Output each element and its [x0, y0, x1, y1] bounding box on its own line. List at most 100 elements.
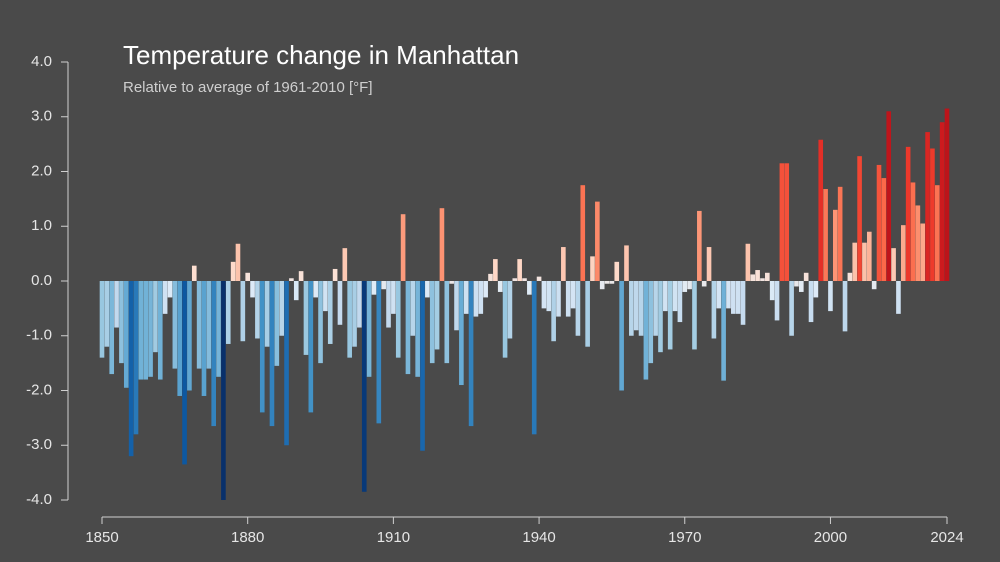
bar: [230, 261, 236, 281]
bar: [857, 156, 862, 281]
bar: [852, 242, 858, 281]
bar: [162, 281, 168, 314]
bar: [133, 281, 139, 435]
bar: [386, 281, 391, 328]
y-tick-label: 4.0: [31, 53, 52, 70]
bar: [449, 281, 454, 284]
bar: [279, 281, 284, 336]
bar: [910, 182, 916, 281]
x-tick-label: 1910: [377, 529, 410, 546]
bar: [235, 243, 241, 281]
bar: [221, 281, 226, 500]
bar: [643, 281, 649, 380]
bar: [546, 281, 552, 312]
bar: [682, 281, 688, 292]
bar: [157, 281, 163, 380]
bar: [527, 281, 532, 295]
x-tick-label: 1880: [231, 529, 264, 546]
bar: [667, 281, 673, 350]
bar: [638, 281, 644, 336]
bar: [259, 281, 265, 413]
x-tick-label: 1970: [668, 529, 701, 546]
bar: [308, 281, 314, 413]
y-tick-label: -1.0: [26, 327, 52, 344]
bar: [410, 281, 416, 336]
bar: [104, 281, 110, 347]
bar: [444, 281, 450, 364]
bar: [716, 281, 722, 309]
bar: [687, 281, 692, 290]
bar: [332, 268, 338, 281]
bar: [871, 281, 877, 290]
y-tick-label: 0.0: [31, 272, 52, 289]
bar: [347, 281, 352, 358]
bar: [842, 281, 848, 332]
bar: [925, 132, 930, 281]
bar: [512, 278, 518, 281]
bar: [934, 185, 940, 281]
bar: [619, 281, 624, 391]
bar: [366, 281, 372, 377]
bar: [425, 281, 430, 298]
bar: [245, 272, 250, 281]
bar: [920, 223, 926, 281]
chart-title: Temperature change in Manhattan: [123, 40, 519, 70]
bar: [697, 210, 702, 281]
bar: [580, 185, 586, 281]
bar: [323, 281, 328, 312]
chart-subtitle: Relative to average of 1961-2010 [°F]: [123, 79, 373, 96]
bar: [327, 281, 333, 344]
bar: [196, 281, 202, 369]
bar: [128, 281, 134, 457]
bar: [371, 281, 377, 295]
bar: [119, 281, 124, 364]
bar: [633, 281, 639, 331]
bar: [250, 281, 255, 298]
bar: [915, 205, 921, 281]
bar: [799, 281, 804, 292]
bar: [182, 281, 187, 465]
bar: [493, 259, 498, 281]
bar: [604, 281, 610, 284]
bar: [599, 281, 605, 290]
bar: [153, 281, 158, 353]
bar: [823, 189, 828, 281]
bar: [381, 281, 386, 290]
bar: [784, 163, 790, 281]
bar: [138, 281, 144, 380]
bar: [876, 164, 882, 281]
bar: [99, 281, 105, 358]
bar: [944, 108, 950, 281]
bar: [779, 163, 785, 281]
bar: [206, 281, 212, 369]
y-tick-label: 3.0: [31, 108, 52, 125]
bar: [653, 281, 658, 336]
bar: [459, 281, 464, 386]
bar: [755, 270, 760, 281]
bar: [750, 274, 756, 281]
bar: [565, 281, 571, 317]
bar: [376, 281, 382, 424]
y-tick-label: -2.0: [26, 381, 52, 398]
bar: [337, 281, 343, 325]
bar: [590, 256, 595, 281]
bar: [255, 281, 260, 339]
bar: [760, 278, 765, 281]
bar: [488, 273, 493, 281]
bar: [318, 281, 323, 364]
bar: [274, 281, 280, 366]
bar: [463, 281, 469, 314]
bar: [216, 281, 221, 377]
bar: [123, 281, 129, 388]
bar: [478, 281, 484, 314]
bar: [813, 281, 819, 298]
bar: [837, 186, 843, 281]
y-tick-label: -4.0: [26, 491, 52, 508]
bar: [881, 178, 887, 281]
bar: [531, 281, 537, 435]
bar: [706, 247, 712, 281]
bar: [731, 281, 736, 314]
bar: [939, 122, 945, 281]
bar: [609, 281, 615, 284]
